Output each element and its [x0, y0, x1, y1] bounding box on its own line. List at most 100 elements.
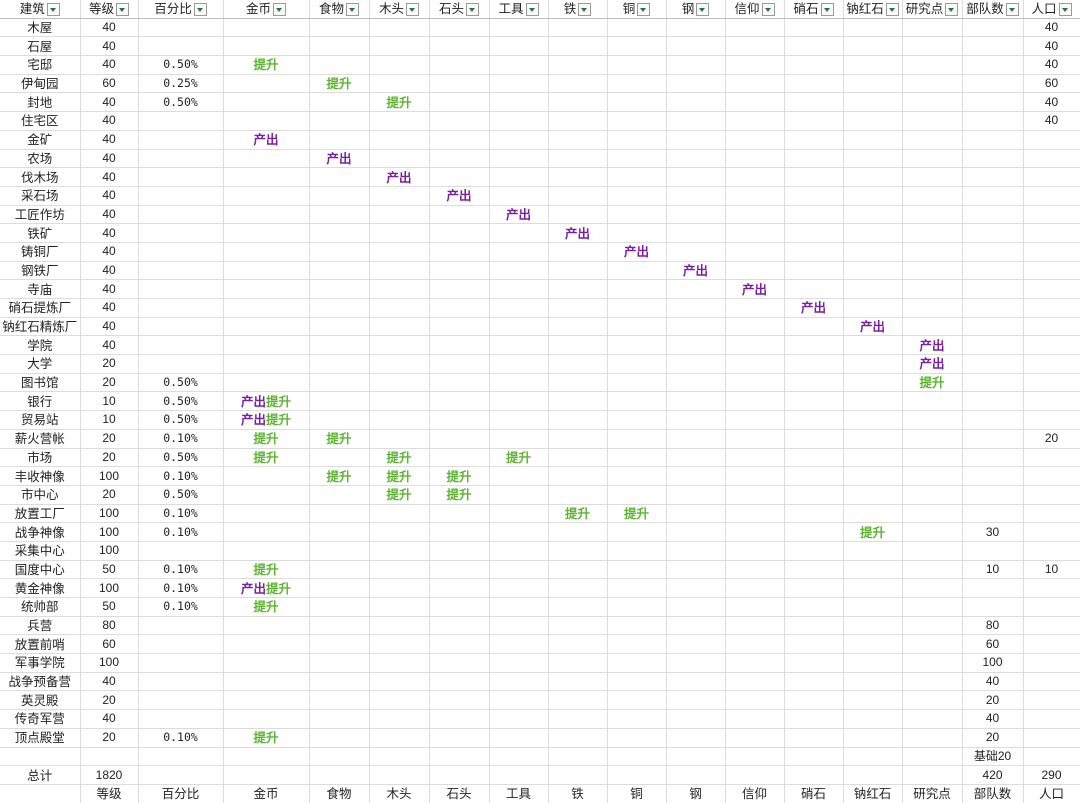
table-cell[interactable]	[843, 186, 903, 206]
table-cell[interactable]	[548, 578, 608, 598]
table-cell[interactable]	[725, 747, 785, 767]
table-cell[interactable]	[843, 373, 903, 393]
table-cell[interactable]	[369, 410, 430, 430]
table-cell[interactable]	[902, 18, 963, 38]
table-cell[interactable]	[666, 186, 726, 206]
table-cell[interactable]	[962, 354, 1024, 374]
table-cell[interactable]	[429, 92, 490, 113]
table-cell[interactable]	[902, 167, 963, 187]
table-cell[interactable]: 银行	[0, 391, 81, 412]
table-cell[interactable]	[1023, 167, 1080, 187]
table-cell[interactable]	[902, 690, 963, 711]
table-cell[interactable]	[902, 448, 963, 468]
table-cell[interactable]: 20	[80, 429, 139, 449]
table-cell[interactable]	[666, 149, 726, 169]
table-cell[interactable]: 军事学院	[0, 653, 81, 673]
table-cell[interactable]	[80, 747, 139, 767]
table-cell[interactable]	[1023, 466, 1080, 486]
table-cell[interactable]	[429, 373, 490, 393]
table-cell[interactable]	[962, 373, 1024, 393]
table-cell[interactable]	[607, 634, 667, 655]
table-cell[interactable]	[666, 709, 726, 729]
table-cell[interactable]	[223, 765, 310, 785]
table-cell[interactable]	[607, 728, 667, 748]
table-cell[interactable]	[1023, 373, 1080, 393]
table-cell[interactable]	[843, 690, 903, 711]
table-cell[interactable]	[962, 242, 1024, 262]
table-cell[interactable]	[223, 634, 310, 655]
table-cell[interactable]	[666, 504, 726, 524]
table-cell[interactable]: 住宅区	[0, 111, 81, 131]
table-cell[interactable]	[309, 205, 370, 225]
table-cell[interactable]	[548, 560, 608, 580]
table-cell[interactable]	[489, 18, 549, 38]
table-cell[interactable]	[784, 410, 844, 430]
table-cell[interactable]: 封地	[0, 92, 81, 113]
table-cell[interactable]	[962, 130, 1024, 150]
table-cell[interactable]: 20	[80, 690, 139, 711]
table-cell[interactable]	[138, 242, 224, 262]
table-cell[interactable]	[1023, 504, 1080, 524]
table-cell[interactable]	[309, 18, 370, 38]
table-cell[interactable]: 10	[80, 391, 139, 412]
table-cell[interactable]	[223, 223, 310, 243]
table-cell[interactable]	[607, 391, 667, 412]
table-cell[interactable]: 产出	[429, 186, 490, 206]
table-cell[interactable]	[489, 149, 549, 169]
table-cell[interactable]	[309, 55, 370, 75]
table-cell[interactable]	[309, 616, 370, 636]
table-cell[interactable]	[548, 634, 608, 655]
table-cell[interactable]	[369, 653, 430, 673]
table-cell[interactable]	[369, 373, 430, 393]
table-cell[interactable]	[607, 747, 667, 767]
table-cell[interactable]: 农场	[0, 149, 81, 169]
table-cell[interactable]	[784, 485, 844, 505]
table-cell[interactable]	[962, 485, 1024, 505]
table-cell[interactable]	[843, 111, 903, 131]
table-cell[interactable]	[666, 167, 726, 187]
table-cell[interactable]	[607, 298, 667, 318]
table-cell[interactable]	[725, 167, 785, 187]
table-cell[interactable]	[309, 391, 370, 412]
table-cell[interactable]	[784, 205, 844, 225]
table-cell[interactable]	[725, 597, 785, 617]
table-cell[interactable]	[666, 616, 726, 636]
table-cell[interactable]: 20	[1023, 429, 1080, 449]
table-cell[interactable]	[725, 373, 785, 393]
table-cell[interactable]	[548, 205, 608, 225]
table-cell[interactable]	[784, 18, 844, 38]
table-cell[interactable]	[902, 653, 963, 673]
table-cell[interactable]	[369, 279, 430, 299]
table-cell[interactable]: 40	[80, 92, 139, 113]
table-cell[interactable]	[666, 18, 726, 38]
table-cell[interactable]: 40	[80, 18, 139, 38]
table-cell[interactable]: 提升	[369, 485, 430, 505]
table-cell[interactable]: 20	[80, 728, 139, 748]
table-cell[interactable]: 100	[962, 653, 1024, 673]
table-cell[interactable]	[725, 130, 785, 150]
table-cell[interactable]: 产出	[223, 130, 310, 150]
table-cell[interactable]: 40	[80, 111, 139, 131]
table-cell[interactable]	[666, 747, 726, 767]
table-cell[interactable]	[843, 653, 903, 673]
table-cell[interactable]	[666, 111, 726, 131]
table-cell[interactable]	[666, 298, 726, 318]
table-cell[interactable]	[902, 578, 963, 598]
table-cell[interactable]: 采集中心	[0, 541, 81, 561]
table-cell[interactable]: 铸铜厂	[0, 242, 81, 262]
table-cell[interactable]	[607, 223, 667, 243]
table-cell[interactable]: 40	[80, 335, 139, 356]
table-cell[interactable]	[666, 335, 726, 356]
table-cell[interactable]: 提升	[429, 466, 490, 486]
table-cell[interactable]	[843, 672, 903, 692]
table-cell[interactable]	[138, 111, 224, 131]
table-cell[interactable]	[962, 391, 1024, 412]
table-cell[interactable]	[666, 279, 726, 299]
table-cell[interactable]	[843, 709, 903, 729]
filter-dropdown-icon[interactable]	[346, 3, 359, 17]
table-cell[interactable]: 总计	[0, 765, 81, 785]
table-cell[interactable]: 提升	[309, 429, 370, 449]
table-cell[interactable]	[309, 634, 370, 655]
table-cell[interactable]	[489, 747, 549, 767]
table-cell[interactable]: 40	[80, 167, 139, 187]
